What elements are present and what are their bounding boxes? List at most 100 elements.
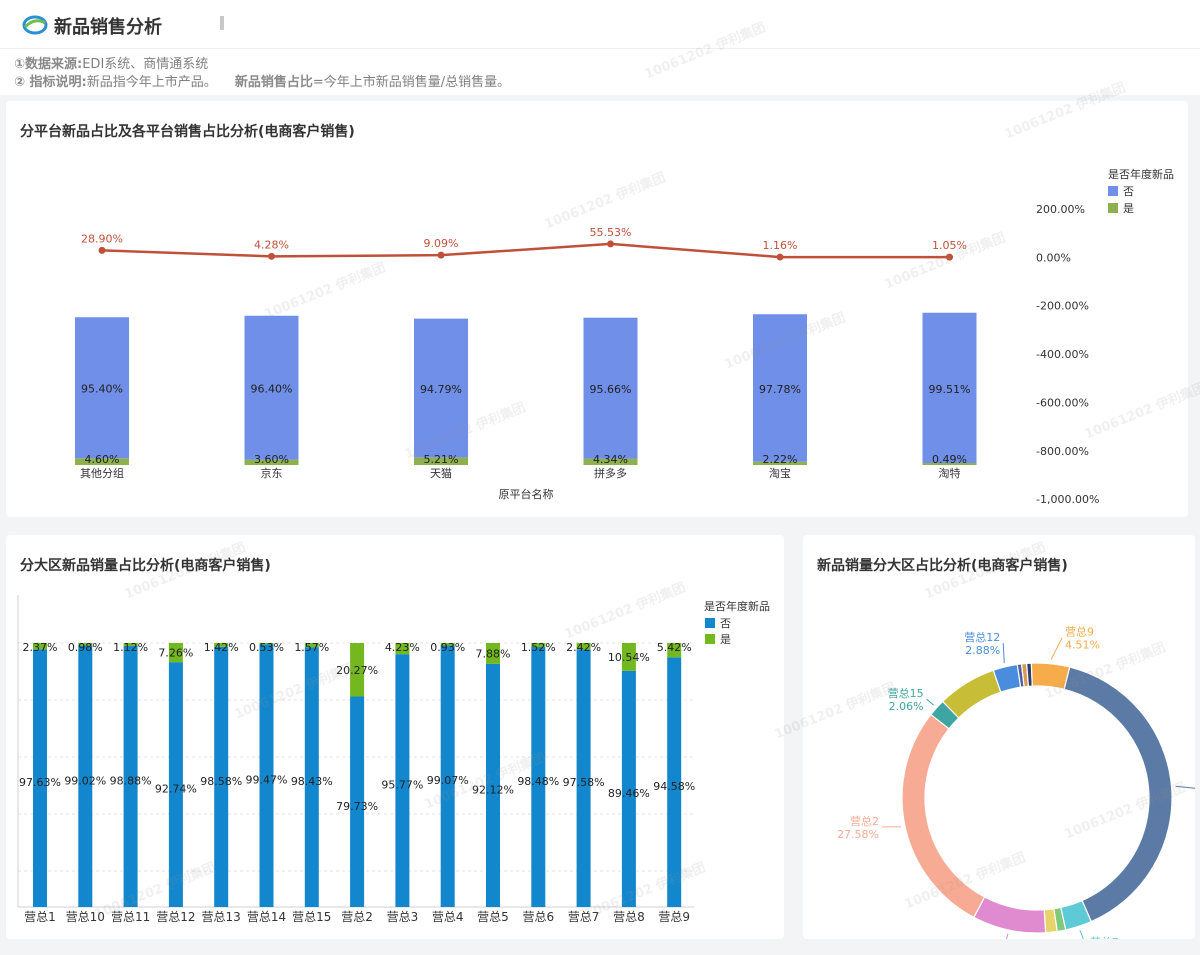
bar-no-1 bbox=[78, 645, 93, 907]
donut-label-8: 营总12 bbox=[964, 630, 1000, 644]
x-tick-label-4: 淘宝 bbox=[769, 466, 791, 480]
bar-no-label-6: 98.43% bbox=[291, 775, 333, 788]
x-tick-label-13: 营总8 bbox=[613, 910, 645, 924]
donut-slice-0 bbox=[1063, 666, 1173, 923]
bar-yes-label-8: 4.23% bbox=[385, 641, 420, 654]
note-ratio-label: 新品销售占比 bbox=[234, 75, 313, 90]
region-chart-card: 分大区新品销量占比分析(电商客户销售) 97.63% 2.37% 营总1 99.02%… bbox=[6, 535, 784, 939]
platform-chart: 95.40% 4.60%其他分组 96.40% 3.60%京东 94.79% 5.21%天… bbox=[75, 167, 1174, 506]
y2-tick-label-6: -1,000.00% bbox=[1036, 493, 1099, 506]
legend-title: 是否年度新品 bbox=[704, 599, 770, 613]
bar-no-label-5: 99.47% bbox=[246, 774, 288, 787]
donut-leader-12 bbox=[1050, 637, 1063, 660]
bar-yes-4 bbox=[753, 461, 807, 465]
ratio-label-5: 1.05% bbox=[932, 239, 967, 252]
bar-yes-label-4: 2.22% bbox=[763, 453, 798, 466]
bar-no-6 bbox=[304, 647, 319, 907]
donut-chart-card: 新品销量分大区占比分析(电商客户销售) 营总839.13%营总73.15%营总3… bbox=[803, 535, 1195, 939]
y2-tick-label-3: -400.00% bbox=[1036, 348, 1089, 361]
donut-pct-8: 2.88% bbox=[965, 644, 1000, 657]
donut-label-12: 营总9 bbox=[1065, 625, 1094, 639]
donut-pct-5: 27.58% bbox=[837, 828, 879, 841]
donut-leader-8 bbox=[1002, 642, 1005, 663]
legend-title: 是否年度新品 bbox=[1108, 167, 1174, 181]
bar-yes-label-4: 1.42% bbox=[204, 641, 239, 654]
bar-no-1 bbox=[244, 315, 299, 460]
bar-no-11 bbox=[531, 647, 546, 907]
x-tick-label-6: 营总15 bbox=[292, 910, 331, 924]
bar-no-label-2: 98.88% bbox=[110, 774, 152, 787]
bar-yes-12 bbox=[576, 643, 591, 650]
x-tick-label-3: 拼多多 bbox=[594, 466, 627, 480]
bar-yes-1 bbox=[244, 459, 299, 465]
bar-yes-label-11: 1.52% bbox=[521, 641, 556, 654]
donut-label-1: 营总7 bbox=[1090, 935, 1119, 939]
legend-swatch-0 bbox=[705, 618, 715, 628]
bar-yes-14 bbox=[667, 643, 682, 658]
legend-swatch-0 bbox=[1108, 186, 1118, 196]
bar-yes-5 bbox=[259, 643, 274, 645]
y2-tick-label-4: -600.00% bbox=[1036, 396, 1089, 409]
ratio-label-4: 1.16% bbox=[763, 239, 798, 252]
x-tick-label-1: 营总10 bbox=[66, 910, 105, 924]
ratio-point-2 bbox=[437, 251, 445, 259]
bar-no-label-3: 95.66% bbox=[590, 383, 632, 396]
bar-yes-label-9: 0.93% bbox=[430, 641, 465, 654]
legend-label-1: 是 bbox=[1123, 202, 1134, 215]
donut-slice-7 bbox=[941, 669, 1002, 719]
bar-yes-9 bbox=[440, 643, 455, 646]
x-tick-label-0: 营总1 bbox=[24, 910, 56, 924]
donut-leader-4 bbox=[1006, 933, 1009, 939]
legend-label-1: 是 bbox=[720, 633, 731, 646]
bar-no-0 bbox=[33, 649, 47, 907]
x-tick-label-2: 天猫 bbox=[430, 467, 452, 480]
bar-no-2 bbox=[123, 645, 138, 907]
x-tick-label-2: 营总11 bbox=[111, 910, 150, 924]
legend-swatch-1 bbox=[705, 634, 715, 644]
bar-yes-label-6: 1.57% bbox=[294, 641, 329, 654]
bar-no-label-5: 99.51% bbox=[929, 383, 971, 396]
bar-no-label-7: 79.73% bbox=[336, 800, 378, 813]
note-source-value: EDI系统、商情通系统 bbox=[82, 57, 209, 72]
bar-yes-label-5: 0.53% bbox=[249, 641, 284, 654]
bar-no-0 bbox=[75, 317, 129, 459]
bar-yes-2 bbox=[123, 643, 138, 646]
bar-yes-2 bbox=[414, 457, 468, 465]
platform-chart-title: 分平台新品占比及各平台销售占比分析(电商客户销售) bbox=[20, 124, 355, 140]
ratio-label-0: 28.90% bbox=[81, 232, 123, 245]
bar-no-label-3: 92.74% bbox=[155, 783, 197, 796]
ratio-label-3: 55.53% bbox=[590, 226, 632, 239]
page-header: 新品销售分析 bbox=[0, 0, 1200, 48]
bar-no-label-1: 99.02% bbox=[64, 774, 106, 787]
bar-yes-10 bbox=[486, 643, 500, 664]
bar-yes-label-0: 2.37% bbox=[23, 641, 58, 654]
bar-yes-label-0: 4.60% bbox=[85, 453, 120, 466]
ratio-point-3 bbox=[607, 240, 614, 248]
bar-yes-label-1: 0.98% bbox=[68, 641, 103, 654]
region-chart-title: 分大区新品销量占比分析(电商客户销售) bbox=[20, 558, 271, 574]
donut-pct-12: 4.51% bbox=[1065, 639, 1100, 652]
bar-no-14 bbox=[667, 657, 682, 907]
bar-yes-1 bbox=[78, 643, 93, 646]
donut-label-6: 营总15 bbox=[888, 686, 924, 700]
x-tick-label-11: 营总6 bbox=[522, 910, 554, 924]
bar-no-8 bbox=[395, 654, 410, 907]
notes-panel: ①数据来源:EDI系统、商情通系统 ② 指标说明:新品指今年上市产品。 新品销售… bbox=[0, 48, 1200, 95]
donut-slice-5 bbox=[901, 713, 986, 919]
x-axis-title: 原平台名称 bbox=[499, 487, 554, 501]
bar-no-2 bbox=[414, 318, 468, 458]
bar-yes-label-3: 7.26% bbox=[158, 647, 193, 660]
x-tick-label-12: 营总7 bbox=[568, 910, 600, 924]
x-tick-label-0: 其他分组 bbox=[80, 466, 124, 480]
bar-no-10 bbox=[486, 663, 500, 907]
donut-chart: 营总839.13%营总73.15%营总38.68%营总227.58%营总152.… bbox=[837, 625, 1195, 939]
donut-chart-title: 新品销量分大区占比分析(电商客户销售) bbox=[817, 558, 1068, 574]
note-source-label: ①数据来源: bbox=[14, 57, 83, 72]
y2-tick-label-1: 0.00% bbox=[1036, 251, 1071, 264]
x-tick-label-7: 营总2 bbox=[341, 910, 373, 924]
note-source: ①数据来源:EDI系统、商情通系统 bbox=[14, 53, 208, 72]
bar-yes-label-1: 3.60% bbox=[254, 453, 289, 466]
ratio-label-2: 9.09% bbox=[424, 237, 459, 250]
logo-icon bbox=[22, 15, 48, 35]
bar-no-label-13: 89.46% bbox=[608, 787, 650, 800]
